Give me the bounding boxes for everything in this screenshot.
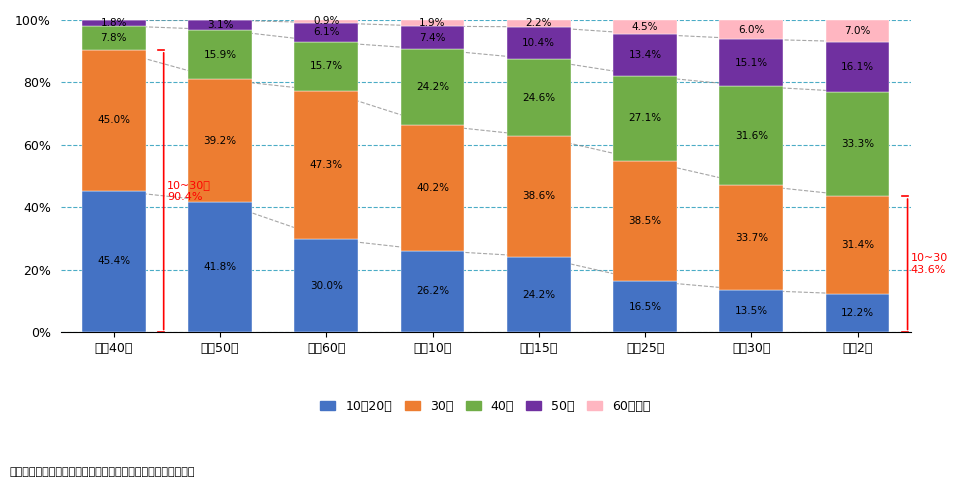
Text: 24.2%: 24.2% [416,82,449,92]
Text: 2.2%: 2.2% [526,18,552,28]
Bar [82,26,145,50]
Text: 15.9%: 15.9% [203,50,237,59]
Text: 15.1%: 15.1% [735,58,768,67]
Bar [507,27,571,59]
Text: 40.2%: 40.2% [416,183,449,193]
Bar [719,185,783,290]
Text: 38.5%: 38.5% [629,216,662,226]
Bar [295,23,358,42]
Bar [188,20,252,30]
Bar [613,281,677,333]
Bar [401,49,464,125]
Text: 7.4%: 7.4% [419,33,446,43]
Bar [825,196,890,295]
Text: 1.8%: 1.8% [100,18,127,28]
Bar [825,20,890,42]
Text: 24.2%: 24.2% [522,290,556,300]
Text: 24.6%: 24.6% [522,93,556,103]
Bar [82,190,145,333]
Text: 30.0%: 30.0% [310,281,343,291]
Bar [719,20,783,39]
Text: 7.8%: 7.8% [100,33,127,43]
Text: 6.1%: 6.1% [313,27,340,37]
Bar [613,20,677,34]
Bar [613,34,677,76]
Text: 10~30代
90.4%: 10~30代 90.4% [167,180,211,202]
Text: 7.0%: 7.0% [845,26,871,36]
Text: 出典：消防庁「消防防災・震災対策現況調査」より内閣府作成: 出典：消防庁「消防防災・震災対策現況調査」より内閣府作成 [10,467,195,477]
Bar [295,91,358,239]
Bar [82,50,145,190]
Bar [719,39,783,86]
Text: 6.0%: 6.0% [739,25,765,35]
Bar [295,20,358,23]
Text: 39.2%: 39.2% [203,135,237,146]
Text: 38.6%: 38.6% [522,191,556,201]
Bar [825,42,890,92]
Text: 41.8%: 41.8% [203,262,237,272]
Bar [401,125,464,251]
Bar [825,92,890,196]
Bar [401,20,464,26]
Text: 45.0%: 45.0% [97,115,130,125]
Bar [295,239,358,333]
Text: 26.2%: 26.2% [416,286,449,296]
Text: 47.3%: 47.3% [310,160,343,170]
Bar [507,136,571,257]
Text: 45.4%: 45.4% [97,256,130,267]
Text: 31.4%: 31.4% [841,240,874,250]
Bar [507,59,571,136]
Bar [188,202,252,333]
Bar [719,86,783,185]
Text: 1.9%: 1.9% [419,18,446,28]
Bar [401,26,464,49]
Text: 0.9%: 0.9% [313,16,339,27]
Text: 33.3%: 33.3% [841,139,874,149]
Text: 15.7%: 15.7% [310,61,343,71]
Bar [401,251,464,333]
Bar [295,42,358,91]
Text: 4.5%: 4.5% [632,22,659,32]
Bar [825,295,890,333]
Bar [507,257,571,333]
Text: 10.4%: 10.4% [522,38,556,48]
Text: 12.2%: 12.2% [841,308,874,318]
Text: 3.1%: 3.1% [207,20,233,30]
Text: 16.5%: 16.5% [629,302,662,312]
Text: 13.5%: 13.5% [735,306,768,316]
Bar [82,20,145,26]
Text: 13.4%: 13.4% [629,50,662,60]
Text: 31.6%: 31.6% [735,131,768,141]
Text: 33.7%: 33.7% [735,233,768,242]
Legend: 10〜20代, 30代, 40代, 50代, 60代以上: 10〜20代, 30代, 40代, 50代, 60代以上 [316,395,656,418]
Bar [507,20,571,27]
Bar [188,30,252,80]
Text: 16.1%: 16.1% [841,62,874,72]
Bar [613,76,677,161]
Bar [188,80,252,202]
Text: 10~30
43.6%: 10~30 43.6% [911,254,948,275]
Text: 27.1%: 27.1% [629,113,662,123]
Bar [613,161,677,281]
Bar [719,290,783,333]
